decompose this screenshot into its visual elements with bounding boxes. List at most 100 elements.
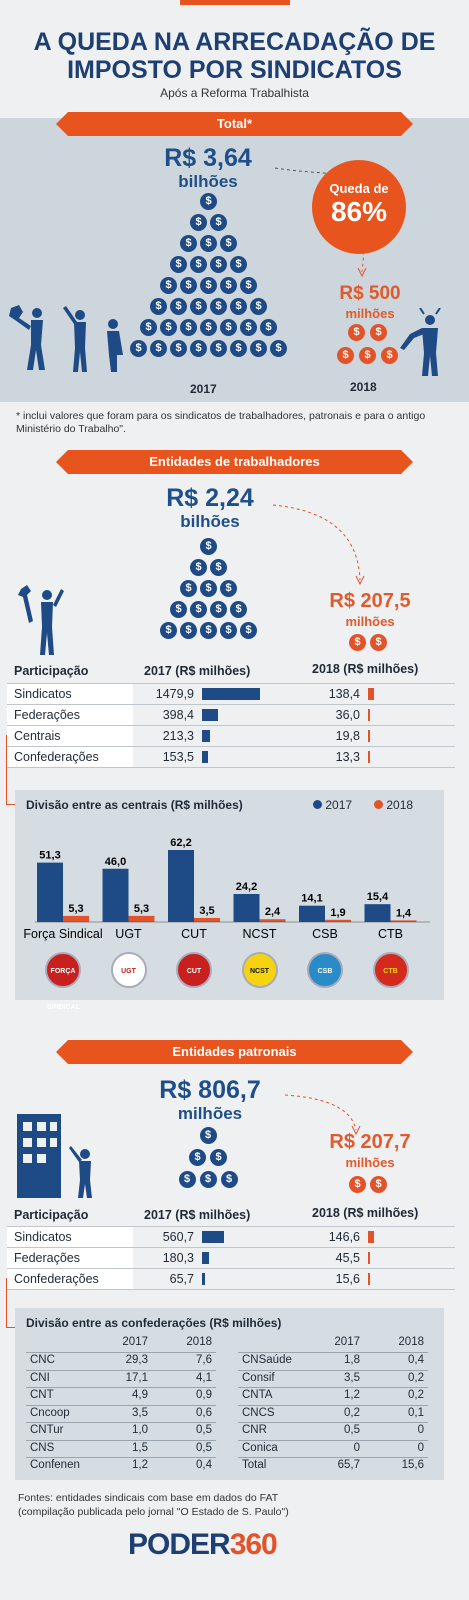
worker-wrench-icon bbox=[18, 585, 64, 655]
employers-unit-2018: milhões bbox=[345, 1155, 395, 1170]
employers-col-2018: 2018 (R$ milhões) bbox=[312, 1206, 419, 1220]
coin-icon: $ bbox=[220, 580, 237, 597]
bar-2018 bbox=[390, 920, 417, 922]
coin-icon: $ bbox=[160, 622, 177, 639]
conf-col-2018: 2018 bbox=[186, 1336, 212, 1348]
legend-2017: 2017 bbox=[313, 798, 352, 812]
coin-icon: $ bbox=[180, 277, 197, 294]
brand-logo-part2: 360 bbox=[229, 1528, 278, 1561]
workers-row-2017-value: 398,4 bbox=[162, 708, 194, 722]
coin-row-employers-2018: $ $ bbox=[349, 1176, 390, 1196]
coin-icon: $ bbox=[200, 277, 217, 294]
bar-2017-label: 51,3 bbox=[39, 850, 60, 862]
brand-logo-part1: PODER bbox=[128, 1528, 231, 1561]
row-divider bbox=[7, 1247, 455, 1248]
conf-value-2018: 7,6 bbox=[196, 1354, 212, 1366]
bar-2017-label: 14,1 bbox=[301, 893, 322, 905]
bar-2018 bbox=[259, 919, 286, 922]
bar-2017 bbox=[299, 905, 325, 922]
central-logo-icon: NCST bbox=[241, 952, 278, 988]
row-divider bbox=[7, 1289, 455, 1290]
coin-icon: $ bbox=[370, 634, 387, 651]
coin-icon: $ bbox=[230, 601, 247, 618]
coin-icon: $ bbox=[240, 622, 257, 639]
conf-value-2018: 0,1 bbox=[408, 1406, 424, 1419]
employers-row-2018-bar bbox=[368, 1273, 370, 1285]
conf-row-divider bbox=[238, 1439, 428, 1441]
drop-value: 86% bbox=[330, 196, 388, 227]
row-divider bbox=[7, 746, 455, 747]
conf-value-2017: 0 bbox=[353, 1441, 360, 1454]
coin-icon: $ bbox=[250, 298, 267, 315]
coin-row-workers-2018: $ $ bbox=[349, 634, 390, 654]
row-divider bbox=[7, 1268, 455, 1269]
conf-value-2018: 0,5 bbox=[196, 1441, 212, 1454]
coin-icon: $ bbox=[200, 538, 217, 555]
conf-name: CNR bbox=[242, 1424, 267, 1436]
conf-row-divider bbox=[26, 1369, 216, 1371]
conf-value-2018: 0,2 bbox=[408, 1371, 424, 1384]
conf-row-divider bbox=[26, 1352, 216, 1353]
coin-icon: $ bbox=[150, 298, 167, 315]
coin-icon: $ bbox=[190, 559, 207, 576]
sources-line1: Fontes: entidades sindicais com base em … bbox=[18, 1492, 279, 1504]
coin-icon: $ bbox=[150, 340, 167, 357]
employers-value-2017: R$ 806,7 bbox=[159, 1076, 261, 1104]
workers-row-label: Sindicatos bbox=[14, 687, 72, 701]
coin-icon: $ bbox=[359, 347, 376, 364]
bar-2018-label: 1,9 bbox=[330, 907, 345, 919]
coin-icon: $ bbox=[200, 580, 217, 597]
workers-col-participacao: Participação bbox=[14, 664, 89, 678]
total-value-2017: R$ 3,64 bbox=[164, 144, 252, 172]
coin-icon: $ bbox=[180, 622, 197, 639]
conf-value-2017: 3,5 bbox=[132, 1406, 148, 1419]
conf-row-divider bbox=[26, 1439, 216, 1441]
conf-name: CNSaúde bbox=[242, 1354, 292, 1366]
coin-icon: $ bbox=[180, 319, 197, 336]
conf-value-2018: 15,6 bbox=[401, 1459, 424, 1471]
conf-value-2018: 0 bbox=[417, 1441, 424, 1454]
coin-icon: $ bbox=[170, 340, 187, 357]
bar-2017-label: 46,0 bbox=[105, 856, 126, 868]
workers-row-2018-value: 19,8 bbox=[335, 729, 360, 743]
bar-2017-label: 15,4 bbox=[367, 891, 389, 903]
coin-icon: $ bbox=[180, 580, 197, 597]
workers-row-2018-value: 36,0 bbox=[335, 708, 360, 722]
coin-icon: $ bbox=[200, 319, 217, 336]
central-logo-icon: UGT bbox=[110, 952, 147, 988]
employers-row-label: Federações bbox=[14, 1251, 81, 1265]
employers-col-participacao: Participação bbox=[14, 1208, 89, 1222]
category-label: NCST bbox=[242, 927, 276, 941]
employers-row-2018-value: 146,6 bbox=[328, 1230, 360, 1244]
bar-2017-label: 62,2 bbox=[170, 837, 191, 849]
conf-value-2017: 1,0 bbox=[132, 1424, 148, 1436]
coin-pyramid-2018: $ $ $ $ $ bbox=[330, 324, 410, 368]
bar-2018-label: 5,3 bbox=[68, 903, 83, 915]
category-label: UGT bbox=[115, 927, 142, 941]
conf-row-divider bbox=[26, 1404, 216, 1406]
coin-icon: $ bbox=[210, 256, 227, 273]
central-logo-icon: CUT bbox=[176, 952, 212, 988]
employers-row-2017-bar bbox=[202, 1252, 210, 1264]
row-divider bbox=[7, 1226, 455, 1227]
conf-value-2017: 1,2 bbox=[132, 1459, 148, 1471]
bar-2017 bbox=[168, 850, 194, 922]
top-accent-bar bbox=[180, 0, 290, 5]
coin-pyramid-employers-2017: $ $ $ $ $ $ bbox=[160, 1127, 260, 1197]
row-label-bg bbox=[7, 705, 133, 725]
bar-2017 bbox=[37, 862, 63, 922]
employers-row-2018-bar bbox=[368, 1252, 370, 1264]
conf-value-2017: 1,5 bbox=[132, 1441, 148, 1454]
total-unit-2017: bilhões bbox=[178, 172, 238, 191]
employers-row-2018-value: 15,6 bbox=[335, 1272, 360, 1286]
coin-icon: $ bbox=[210, 601, 227, 618]
conf-name: Conica bbox=[242, 1441, 278, 1454]
coin-icon: $ bbox=[140, 319, 157, 336]
conf-value-2018: 0,4 bbox=[408, 1354, 424, 1366]
central-logo-icon: CTB bbox=[372, 952, 409, 988]
workers-row-label: Federações bbox=[14, 708, 81, 722]
sources-line2: (compilação publicada pelo jornal "O Est… bbox=[18, 1506, 289, 1518]
worried-man-icon bbox=[400, 308, 441, 376]
employers-row-2017-value: 65,7 bbox=[169, 1272, 194, 1286]
total-value-2018: R$ 500 bbox=[339, 283, 401, 304]
